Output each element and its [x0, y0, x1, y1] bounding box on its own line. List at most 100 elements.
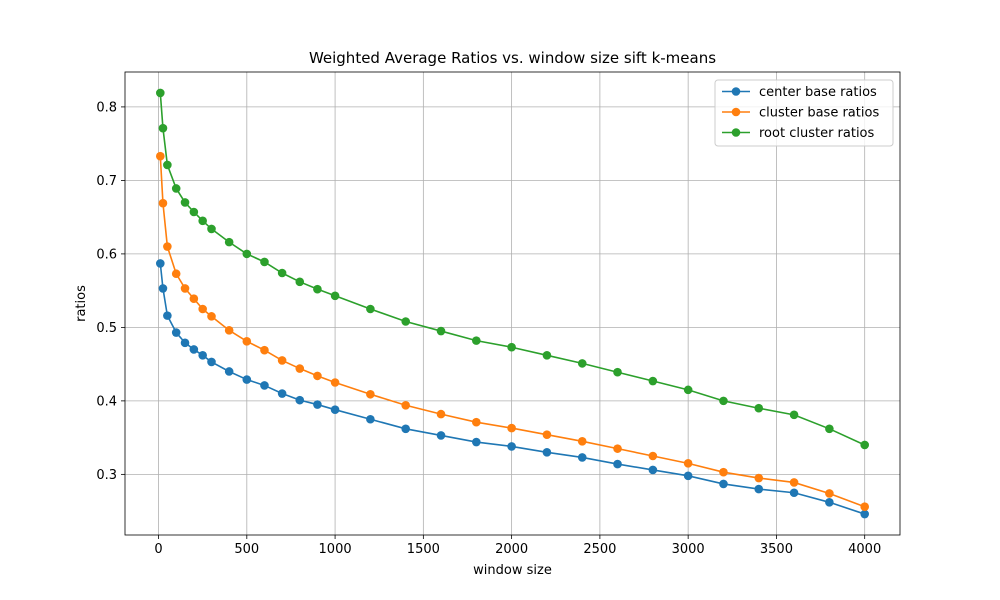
- data-point: [189, 294, 199, 304]
- y-tick-label: 0.6: [96, 247, 117, 262]
- data-point: [295, 364, 305, 373]
- data-point: [401, 317, 410, 326]
- data-point: [207, 357, 216, 367]
- chart-title: Weighted Average Ratios vs. window size …: [309, 49, 716, 67]
- data-point: [242, 249, 252, 259]
- legend-label: center base ratios: [759, 85, 877, 100]
- data-point: [330, 291, 340, 301]
- axis-ticks: 0 500 1000 1500 2000 2500 3000 3500 4000 0.3 0.4 0.…: [96, 100, 881, 557]
- data-point: [207, 312, 216, 321]
- legend-label: cluster base ratios: [759, 106, 879, 121]
- x-tick-label: 1500: [407, 542, 440, 557]
- x-tick-label: 3000: [672, 542, 705, 557]
- data-point: [648, 451, 658, 461]
- y-tick-label: 0.7: [96, 174, 117, 189]
- data-point: [366, 414, 375, 424]
- data-point: [163, 242, 172, 251]
- data-point: [277, 389, 287, 398]
- data-point: [401, 400, 410, 410]
- legend-label: root cluster ratios: [759, 126, 875, 141]
- data-point: [472, 437, 481, 447]
- data-point: [171, 184, 181, 193]
- data-point: [260, 257, 269, 267]
- data-point: [542, 448, 552, 457]
- series-0: [156, 259, 869, 519]
- data-point: [313, 371, 322, 381]
- grid: [125, 72, 900, 535]
- x-tick-label: 500: [234, 542, 259, 557]
- data-point: [260, 345, 269, 355]
- x-tick-label: 3500: [760, 542, 793, 557]
- data-point: [158, 284, 168, 293]
- data-point: [171, 328, 181, 337]
- data-point: [224, 237, 234, 247]
- data-point: [180, 198, 190, 207]
- data-point: [436, 431, 446, 440]
- data-point: [198, 304, 207, 314]
- data-point: [683, 459, 693, 468]
- data-point: [330, 405, 340, 414]
- data-point: [180, 284, 190, 293]
- data-point: [613, 444, 622, 453]
- data-point: [313, 400, 322, 409]
- data-point: [189, 345, 199, 354]
- data-point: [260, 381, 269, 390]
- data-point: [224, 326, 234, 335]
- y-tick-label: 0.3: [96, 468, 117, 483]
- x-tick-label: 2500: [583, 542, 616, 557]
- data-point: [507, 442, 516, 451]
- y-tick-label: 0.5: [96, 321, 117, 336]
- data-point: [542, 351, 552, 360]
- data-point: [719, 467, 728, 477]
- data-point: [860, 509, 869, 519]
- data-point: [648, 376, 658, 386]
- data-point: [789, 488, 799, 498]
- data-point: [577, 453, 587, 462]
- data-point: [180, 338, 190, 348]
- data-point: [224, 367, 234, 376]
- data-point: [163, 311, 172, 320]
- data-point: [472, 417, 481, 427]
- data-point: [789, 478, 799, 487]
- y-axis-label: ratios: [74, 285, 89, 322]
- x-tick-label: 4000: [848, 542, 881, 557]
- data-point: [436, 326, 446, 336]
- data-point: [436, 409, 446, 419]
- legend-item: cluster base ratios: [722, 106, 879, 121]
- legend-item: center base ratios: [722, 85, 877, 100]
- data-point: [366, 389, 375, 399]
- data-point: [295, 395, 305, 405]
- data-point: [472, 336, 481, 345]
- data-point: [789, 410, 799, 420]
- x-tick-label: 0: [154, 542, 162, 557]
- data-point: [277, 268, 287, 278]
- data-point: [507, 423, 516, 433]
- data-point: [860, 440, 869, 450]
- data-point: [577, 359, 587, 368]
- legend-swatch-marker: [731, 107, 741, 117]
- data-point: [825, 497, 834, 507]
- data-point: [401, 424, 410, 434]
- data-point: [719, 396, 728, 406]
- plot-frame: [124, 71, 901, 536]
- data-point: [719, 479, 728, 489]
- data-point: [198, 351, 207, 360]
- series-line: [159, 156, 865, 508]
- legend-frame: [714, 79, 894, 147]
- legend: center base ratios cluster base ratios roo…: [714, 79, 894, 147]
- data-point: [163, 160, 172, 170]
- data-point: [613, 367, 622, 377]
- x-axis-label: window size: [473, 563, 552, 578]
- data-point: [754, 484, 764, 494]
- data-point: [158, 123, 168, 133]
- series-1: [156, 151, 869, 512]
- x-tick-label: 1000: [319, 542, 352, 557]
- data-point: [313, 284, 322, 294]
- data-point: [577, 436, 587, 446]
- data-point: [198, 216, 207, 226]
- data-point: [330, 378, 340, 387]
- data-point: [683, 385, 693, 395]
- data-point: [507, 342, 516, 352]
- data-point: [277, 356, 287, 365]
